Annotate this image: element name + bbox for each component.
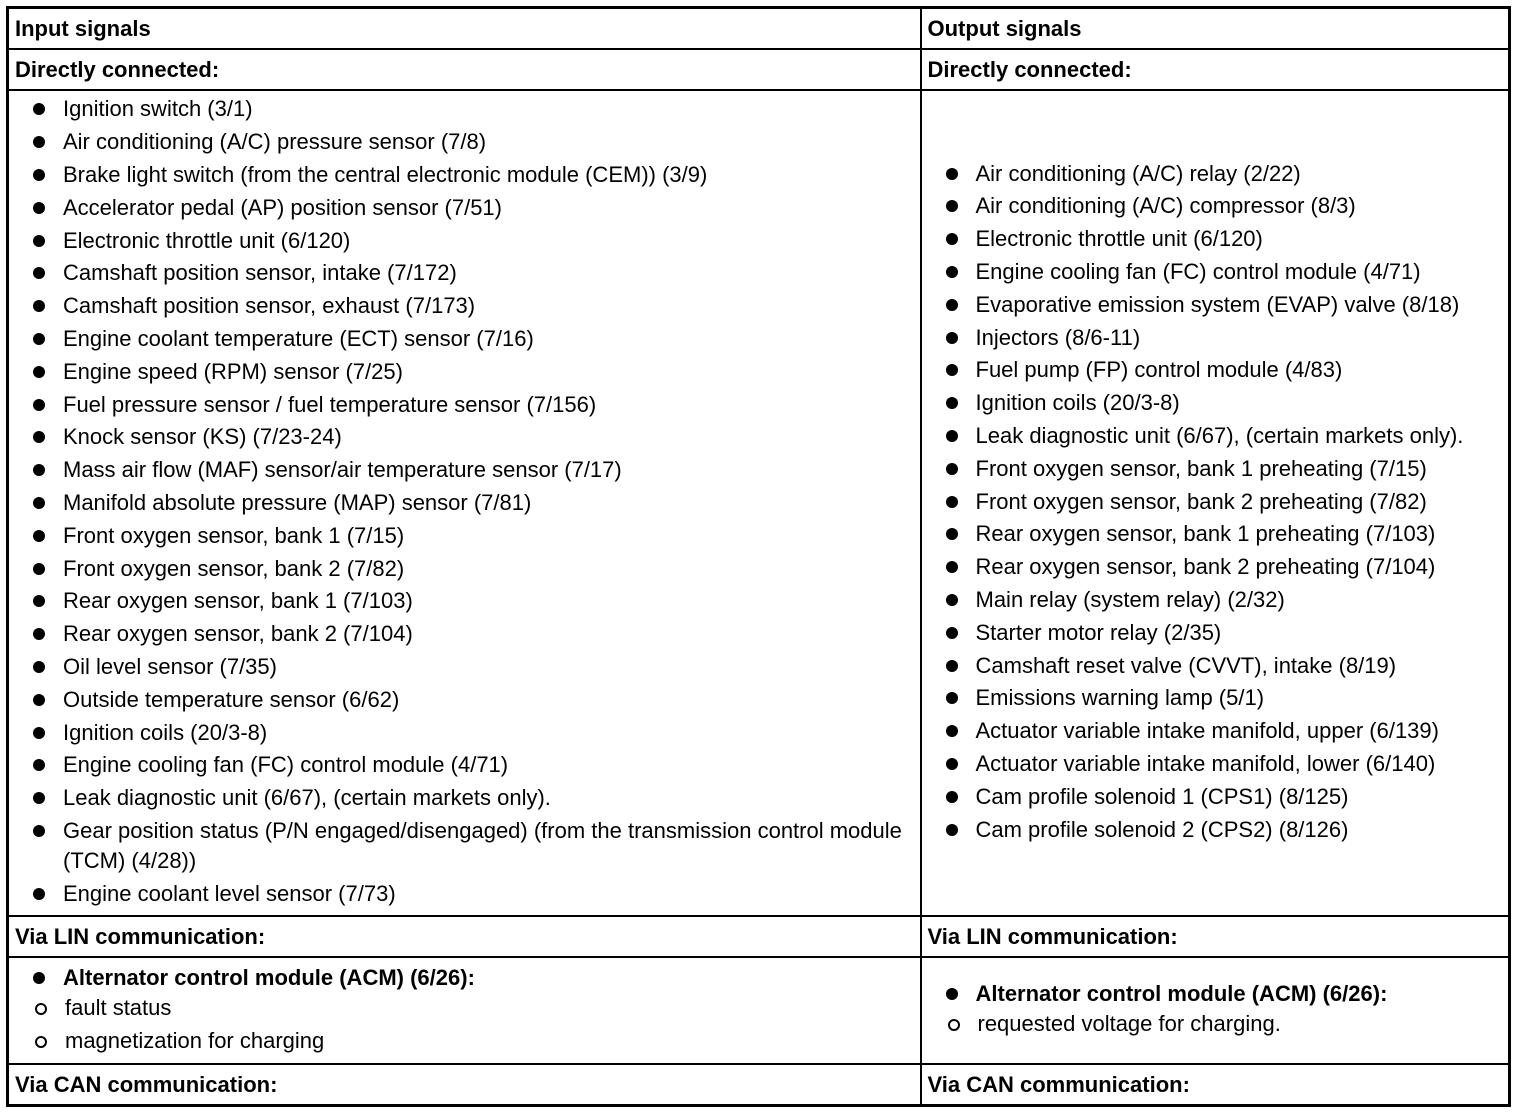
list-item: Engine cooling fan (FC) control module (…	[928, 257, 1503, 287]
list-item: Starter motor relay (2/35)	[928, 618, 1503, 648]
list-item: Manifold absolute pressure (MAP) sensor …	[15, 488, 914, 518]
list-item: Air conditioning (A/C) compressor (8/3)	[928, 191, 1503, 221]
section-title: Via CAN communication:	[919, 1063, 1511, 1107]
list-item: Front oxygen sensor, bank 1 preheating (…	[928, 454, 1503, 484]
list-item: Electronic throttle unit (6/120)	[928, 224, 1503, 254]
list-item: Camshaft reset valve (CVVT), intake (8/1…	[928, 651, 1503, 681]
signal-table: Input signals Output signals Directly conn…	[6, 6, 1511, 1107]
section-title-row: Via LIN communication: Via LIN communicat…	[6, 915, 1511, 958]
list-item: Air conditioning (A/C) pressure sensor (…	[15, 127, 914, 157]
list-item: Cam profile solenoid 2 (CPS2) (8/126)	[928, 815, 1503, 845]
table-body: Input signals Output signals Directly conn…	[6, 6, 1511, 1107]
bullet-list: Air conditioning (A/C) relay (2/22) Air c…	[928, 159, 1503, 845]
list-cell: Air conditioning (A/C) relay (2/22) Air c…	[919, 89, 1511, 917]
list-item: Actuator variable intake manifold, upper…	[928, 716, 1503, 746]
bullet-list: Alternator control module (ACM) (6/26): f…	[15, 963, 914, 1056]
list-cell: Ignition switch (3/1) Air conditioning (A…	[6, 89, 922, 917]
list-item: Front oxygen sensor, bank 2 preheating (…	[928, 487, 1503, 517]
list-item: Electronic throttle unit (6/120)	[15, 226, 914, 256]
sub-item: requested voltage for charging.	[928, 1009, 1503, 1039]
sub-item: magnetization for charging	[15, 1026, 914, 1056]
list-item: Rear oxygen sensor, bank 2 preheating (7…	[928, 552, 1503, 582]
sub-list: requested voltage for charging.	[928, 1009, 1503, 1039]
list-item: Cam profile solenoid 1 (CPS1) (8/125)	[928, 782, 1503, 812]
sub-item: fault status	[15, 993, 914, 1023]
list-item: Engine coolant level sensor (7/73)	[15, 879, 914, 909]
section-title: Via LIN communication:	[6, 915, 922, 958]
list-item: Air conditioning (A/C) relay (2/22)	[928, 159, 1503, 189]
list-item: Main relay (system relay) (2/32)	[928, 585, 1503, 615]
item-text: Alternator control module (ACM) (6/26):	[975, 981, 1388, 1007]
list-item: Knock sensor (KS) (7/23-24)	[15, 422, 914, 452]
list-item: Alternator control module (ACM) (6/26): r…	[928, 979, 1503, 1039]
list-item: Engine coolant temperature (ECT) sensor …	[15, 324, 914, 354]
list-item: Engine speed (RPM) sensor (7/25)	[15, 357, 914, 387]
list-item: Ignition switch (3/1)	[15, 94, 914, 124]
section-title-row: Via CAN communication: Via CAN communicat…	[6, 1063, 1511, 1107]
list-item: Accelerator pedal (AP) position sensor (…	[15, 193, 914, 223]
list-item: Leak diagnostic unit (6/67), (certain ma…	[928, 421, 1503, 451]
section-title: Via LIN communication:	[919, 915, 1511, 958]
list-item: Ignition coils (20/3-8)	[15, 718, 914, 748]
list-item: Fuel pressure sensor / fuel temperature …	[15, 390, 914, 420]
list-item: Alternator control module (ACM) (6/26): f…	[15, 963, 914, 1056]
item-text: Alternator control module (ACM) (6/26):	[63, 964, 475, 990]
list-item: Outside temperature sensor (6/62)	[15, 685, 914, 715]
list-item: Camshaft position sensor, exhaust (7/173…	[15, 291, 914, 321]
list-item: Front oxygen sensor, bank 2 (7/82)	[15, 554, 914, 584]
list-item: Camshaft position sensor, intake (7/172)	[15, 258, 914, 288]
list-item: Front oxygen sensor, bank 1 (7/15)	[15, 521, 914, 551]
list-item: Actuator variable intake manifold, lower…	[928, 749, 1503, 779]
list-item: Engine cooling fan (FC) control module (…	[15, 750, 914, 780]
bullet-list: Ignition switch (3/1) Air conditioning (A…	[15, 94, 914, 908]
list-item: Rear oxygen sensor, bank 1 (7/103)	[15, 586, 914, 616]
header-row: Input signals Output signals	[6, 6, 1511, 50]
list-item: Leak diagnostic unit (6/67), (certain ma…	[15, 783, 914, 813]
list-item: Ignition coils (20/3-8)	[928, 388, 1503, 418]
list-cell: Alternator control module (ACM) (6/26): r…	[919, 956, 1511, 1065]
section-title: Directly connected:	[6, 48, 922, 91]
section-title-row: Directly connected: Directly connected:	[6, 48, 1511, 91]
list-item: Injectors (8/6-11)	[928, 323, 1503, 353]
list-item: Brake light switch (from the central ele…	[15, 160, 914, 190]
list-item: Mass air flow (MAF) sensor/air temperatu…	[15, 455, 914, 485]
list-item: Evaporative emission system (EVAP) valve…	[928, 290, 1503, 320]
list-row: Alternator control module (ACM) (6/26): f…	[6, 956, 1511, 1065]
section-title: Directly connected:	[919, 48, 1511, 91]
bullet-list: Alternator control module (ACM) (6/26): r…	[928, 979, 1503, 1039]
sub-list: fault status magnetization for charging	[15, 993, 914, 1056]
list-cell: Alternator control module (ACM) (6/26): f…	[6, 956, 922, 1065]
list-item: Emissions warning lamp (5/1)	[928, 683, 1503, 713]
list-item: Rear oxygen sensor, bank 2 (7/104)	[15, 619, 914, 649]
header-cell: Output signals	[919, 6, 1511, 50]
section-title: Via CAN communication:	[6, 1063, 922, 1107]
list-row: Ignition switch (3/1) Air conditioning (A…	[6, 89, 1511, 917]
list-item: Gear position status (P/N engaged/diseng…	[15, 816, 914, 876]
list-item: Rear oxygen sensor, bank 1 preheating (7…	[928, 519, 1503, 549]
list-item: Fuel pump (FP) control module (4/83)	[928, 355, 1503, 385]
header-cell: Input signals	[6, 6, 922, 50]
list-item: Oil level sensor (7/35)	[15, 652, 914, 682]
